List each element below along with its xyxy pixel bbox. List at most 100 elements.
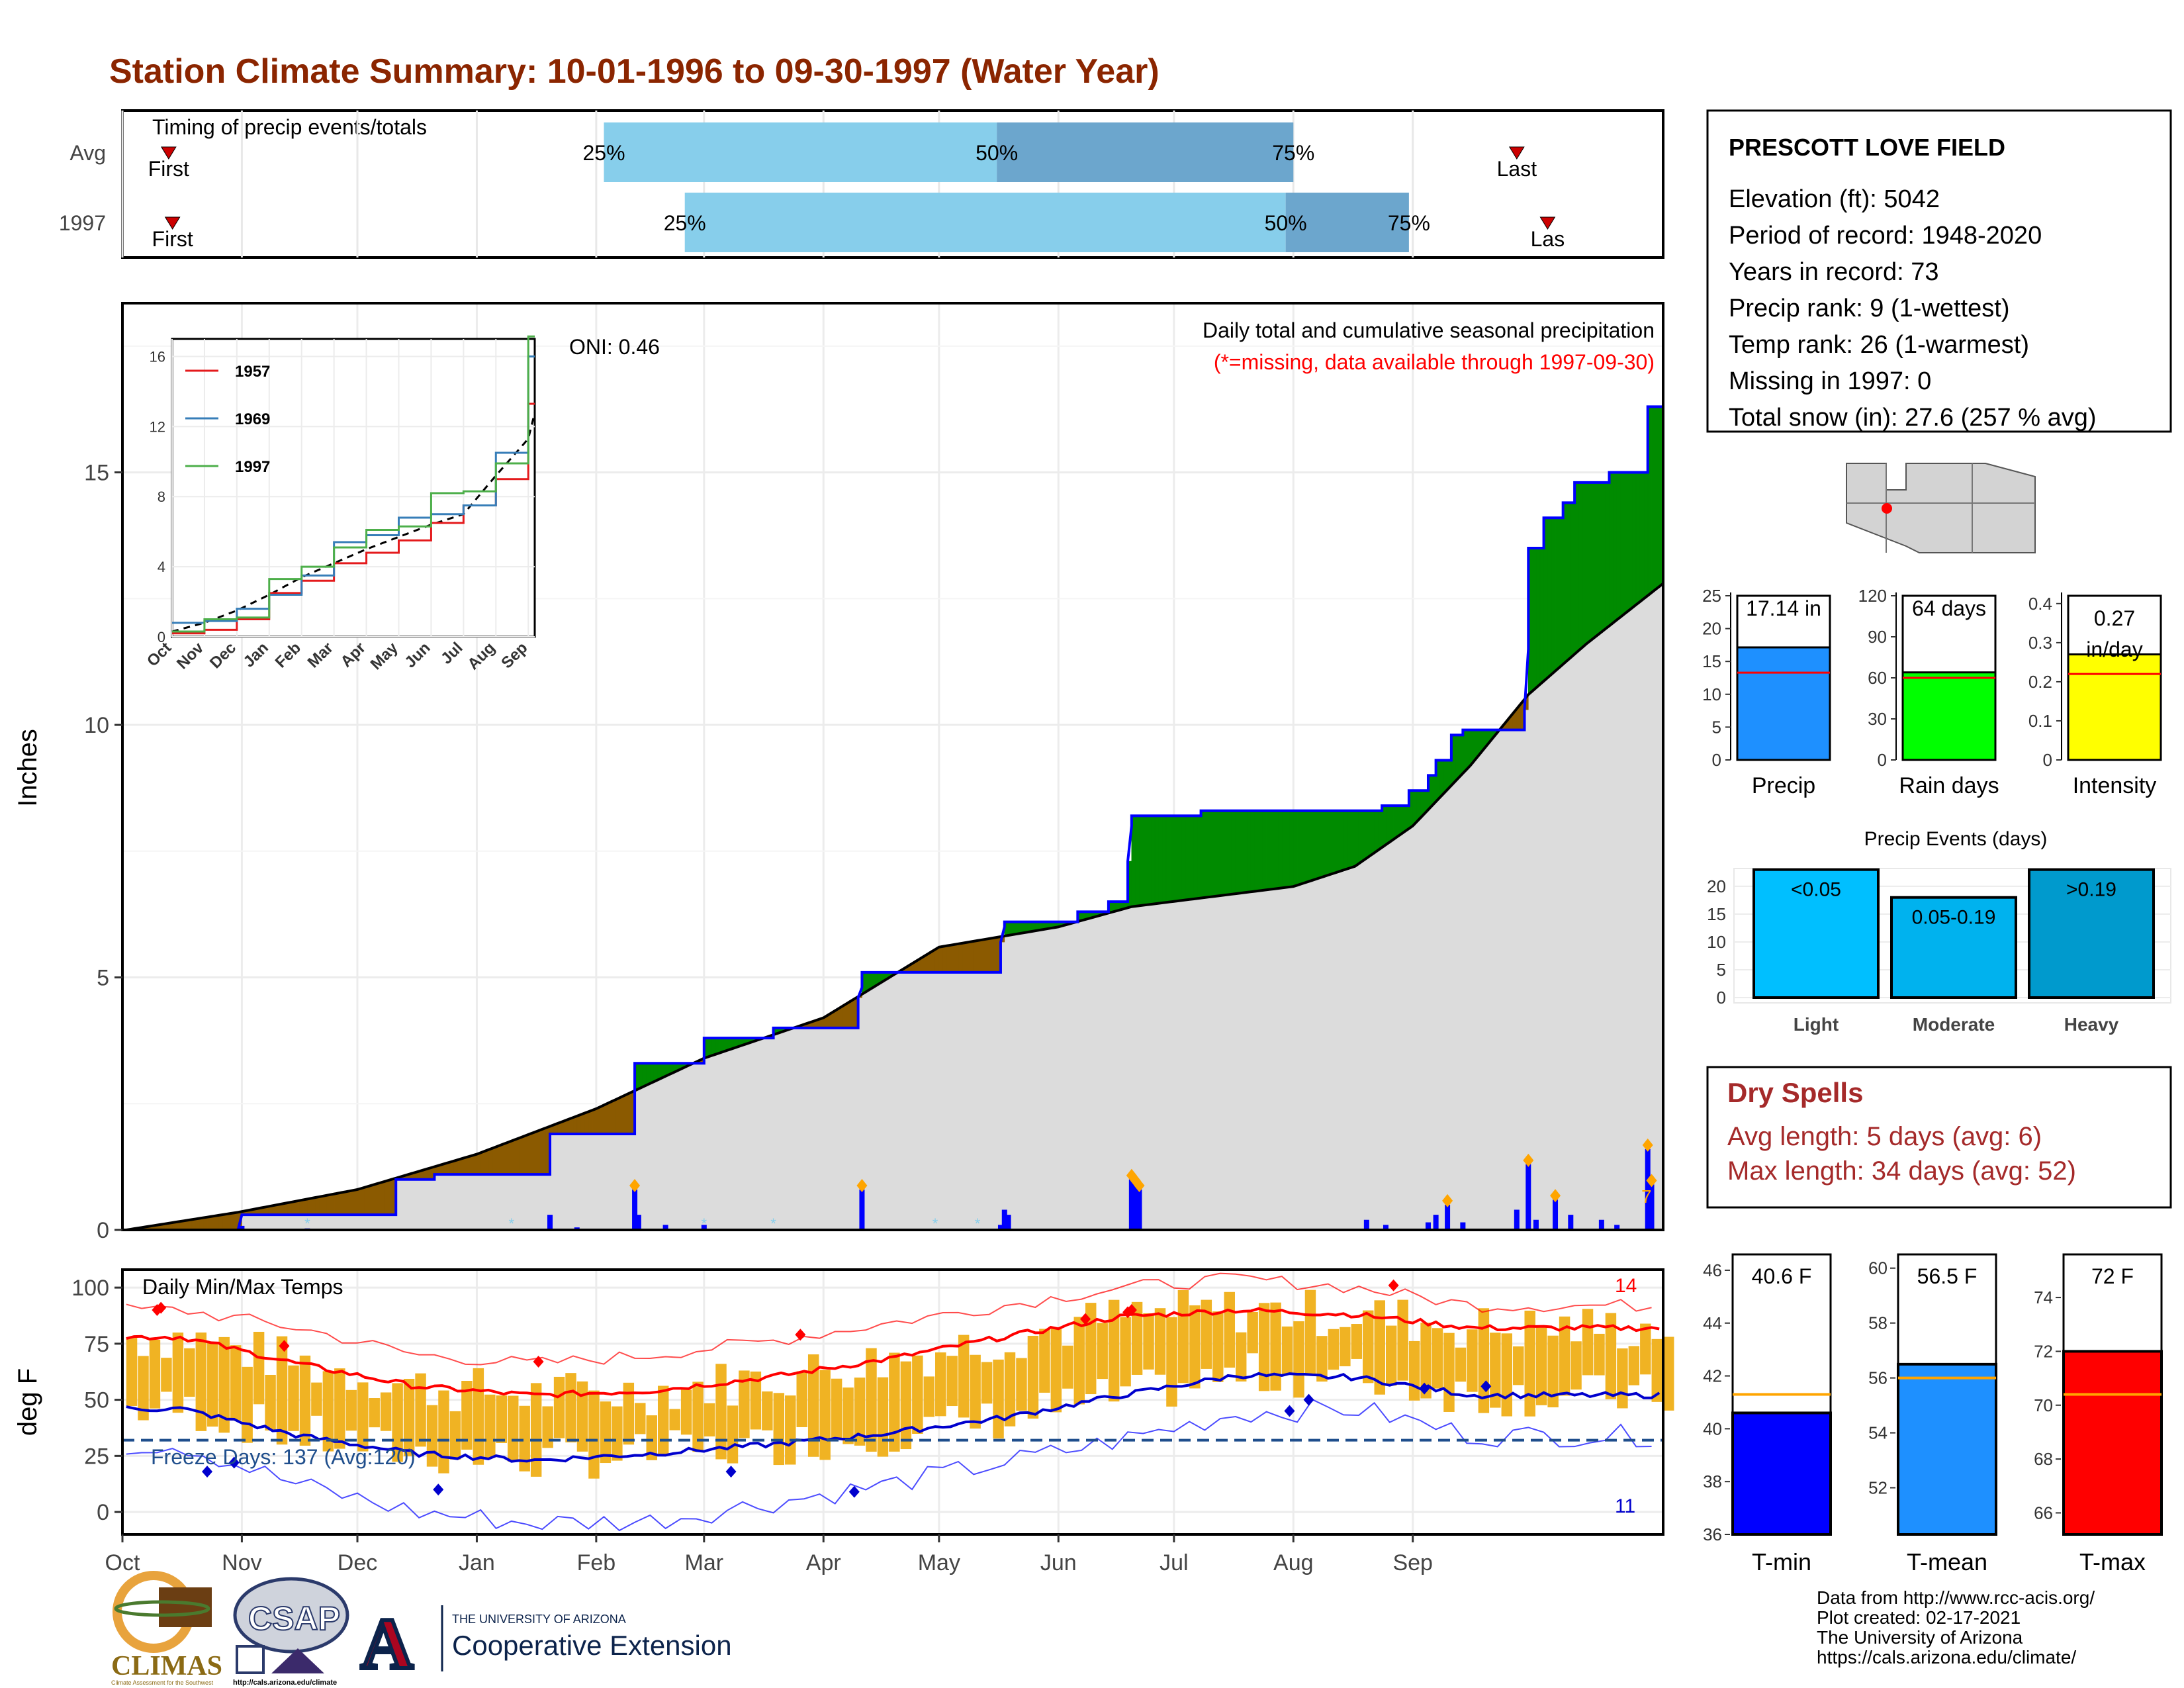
daily-temp-range-bar — [369, 1398, 380, 1428]
surplus-area — [1590, 482, 1594, 642]
surplus-area — [1162, 816, 1167, 904]
ua-logo-big-text: Cooperative Extension — [452, 1630, 732, 1661]
snow-marker — [1642, 1138, 1653, 1152]
surplus-area — [1169, 816, 1175, 902]
daily-temp-range-bar — [623, 1382, 635, 1445]
month-label: Apr — [806, 1550, 841, 1575]
surplus-area — [1397, 805, 1402, 837]
daily-temp-range-bar — [1235, 1332, 1247, 1382]
daily-temp-range-bar — [1420, 1323, 1432, 1399]
surplus-area — [1535, 547, 1541, 688]
timing-bar-50-75 — [1285, 193, 1409, 252]
temp-bar-tick-label: 54 — [1868, 1423, 1888, 1443]
surplus-area — [1185, 816, 1190, 900]
surplus-area — [1378, 810, 1383, 851]
daily-temp-range-bar — [900, 1361, 912, 1450]
deficit-area — [376, 1182, 381, 1215]
daily-temp-range-bar — [126, 1337, 138, 1407]
surplus-area — [1008, 921, 1013, 936]
daily-temp-range-bar — [380, 1392, 392, 1431]
daily-temp-range-bar — [1547, 1335, 1559, 1408]
inset-ytick-label: 4 — [158, 559, 165, 575]
precip-events-bar-label: >0.19 — [2066, 879, 2116, 901]
daily-temp-range-bar — [345, 1389, 357, 1431]
precip-events-tick-label: 20 — [1707, 876, 1726, 896]
temp-bar-tick-label: 68 — [2034, 1449, 2053, 1469]
surplus-area — [1201, 810, 1205, 898]
summary-bar-precip — [1736, 646, 1831, 761]
summary-bar-tick-label: 25 — [1702, 586, 1721, 606]
deficit-area — [365, 1186, 369, 1215]
deficit-area — [503, 1142, 508, 1175]
deficit-area — [588, 1109, 593, 1135]
timing-last-label: Last — [1497, 157, 1537, 181]
summary-bar-name: Rain days — [1899, 773, 1999, 798]
locator-map — [1846, 463, 2036, 553]
surplus-area — [1247, 810, 1251, 893]
precip-subtitle: Daily total and cumulative seasonal prec… — [1203, 318, 1655, 342]
daily-temp-range-bar — [1594, 1333, 1605, 1376]
deficit-area — [600, 1104, 604, 1135]
deficit-area — [388, 1179, 392, 1215]
surplus-area — [1266, 810, 1271, 890]
daily-precip-bar — [1645, 1149, 1651, 1230]
deficit-area — [295, 1200, 300, 1215]
deficit-area — [496, 1145, 500, 1175]
deficit-area — [977, 939, 982, 973]
temp-y-axis-title: deg F — [13, 1368, 42, 1436]
daily-temp-range-bar — [565, 1373, 576, 1442]
daily-precip-bar — [1460, 1222, 1466, 1230]
timing-bar-25-50 — [604, 122, 997, 182]
daily-temp-range-bar — [1189, 1305, 1201, 1389]
surplus-area — [1613, 472, 1617, 624]
daily-temp-range-bar — [762, 1391, 773, 1430]
daily-temp-range-bar — [1224, 1291, 1235, 1368]
surplus-area — [1208, 810, 1213, 898]
daily-temp-range-bar — [1663, 1336, 1674, 1411]
record-min-line — [126, 1399, 1652, 1532]
surplus-area — [1597, 482, 1602, 635]
daily-temp-range-bar — [322, 1371, 334, 1452]
deficit-area — [307, 1197, 312, 1215]
surplus-area — [1312, 810, 1317, 881]
ua-logo-small-text: THE UNIVERSITY OF ARIZONA — [452, 1613, 626, 1626]
deficit-area — [934, 947, 940, 973]
daily-temp-range-bar — [484, 1394, 496, 1458]
precip-events-category-label: Heavy — [2064, 1014, 2119, 1035]
timing-last-marker — [1539, 216, 1556, 230]
chart-title: Station Climate Summary: 10-01-1996 to 0… — [109, 52, 1160, 91]
daily-temp-range-bar — [970, 1354, 981, 1429]
summary-bar-rain-days — [1901, 671, 1997, 761]
temp-bar-t-max — [2062, 1350, 2163, 1536]
temp-ytick-label: 100 — [71, 1276, 109, 1301]
deficit-area — [850, 998, 855, 1029]
surplus-area — [1620, 472, 1625, 618]
mean-max-line — [126, 1307, 1660, 1399]
record-max-line — [126, 1272, 1652, 1366]
surplus-area — [1578, 482, 1583, 651]
precip-events-tick-label: 0 — [1717, 988, 1726, 1008]
summary-bar-name: Intensity — [2073, 773, 2157, 798]
daily-temp-range-bar — [1062, 1345, 1073, 1389]
surplus-area — [638, 1062, 643, 1090]
timing-bar-25-50 — [684, 193, 1286, 252]
daily-temp-range-bar — [1490, 1333, 1501, 1408]
precip-events-tick-label: 15 — [1707, 904, 1726, 924]
deficit-area — [338, 1192, 343, 1215]
surplus-area — [1336, 810, 1340, 873]
surplus-area — [1300, 810, 1306, 884]
surplus-area — [1243, 810, 1248, 893]
deficit-area — [958, 943, 963, 973]
surplus-area — [1316, 810, 1321, 880]
deficit-area — [973, 940, 978, 973]
precip-events-chart: Precip Events (days) 0 5 10 15 20 <0.05 Light 0.… — [1707, 828, 2171, 1035]
surplus-area — [1154, 816, 1159, 904]
footer-credits: Data from http://www.rcc-acis.org/ Plot … — [1817, 1587, 2095, 1667]
surplus-area — [1231, 810, 1236, 895]
surplus-area — [1570, 502, 1575, 658]
inset-ytick-label: 8 — [158, 489, 165, 505]
daily-temp-range-bar — [392, 1383, 403, 1462]
station-location-marker — [1882, 503, 1892, 514]
deficit-area — [357, 1188, 362, 1215]
surplus-area — [1304, 810, 1309, 883]
